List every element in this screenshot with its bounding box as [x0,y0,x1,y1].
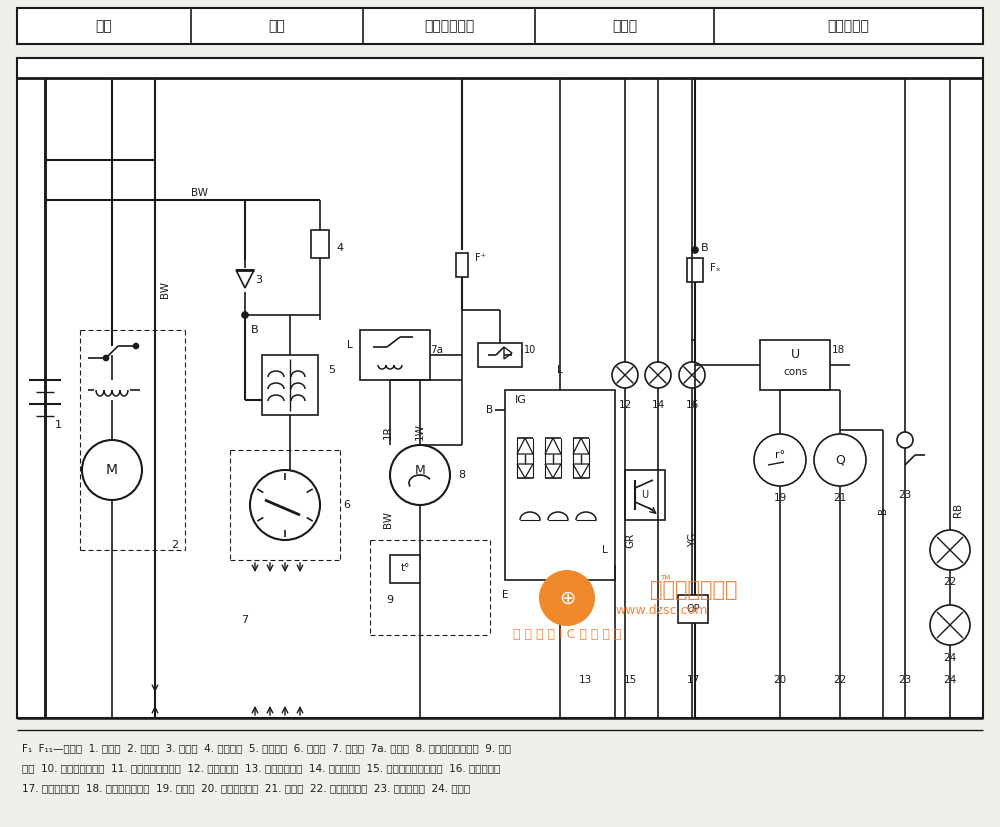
Bar [478,343,522,367]
Text: B: B [486,405,494,415]
Text: BW: BW [160,281,170,299]
Text: Q: Q [835,453,845,466]
Circle shape [692,247,698,253]
Circle shape [930,530,970,570]
Text: 18: 18 [831,345,845,355]
Text: ⊕: ⊕ [559,589,575,608]
Text: 3: 3 [256,275,262,285]
Text: 发动机冷却系: 发动机冷却系 [424,19,474,33]
Circle shape [645,362,671,388]
Text: 发电机: 发电机 [612,19,637,33]
Text: F₁  F₁₁—熔断器  1. 蓄电池  2. 起动机  3. 二极管  4. 附加电阵  5. 点火线圈  6. 分电器  7. 火花塞  7a. 继电器  : F₁ F₁₁—熔断器 1. 蓄电池 2. 起动机 3. 二极管 4. 附加电阵 … [22,743,511,753]
Circle shape [814,434,866,486]
Text: 17. 油压警报开关  18. 仪表电源稳压器  19. 水温表  20. 水温表传感器  21. 燃油表  22. 燃油表传感器  23. 制动灯开关  24: 17. 油压警报开关 18. 仪表电源稳压器 19. 水温表 20. 水温表传感… [22,783,470,793]
Text: 6: 6 [344,500,351,510]
Bar [505,390,615,580]
Circle shape [390,445,450,505]
Text: 22: 22 [833,675,847,685]
Text: 20: 20 [773,675,787,685]
Text: 22: 22 [943,577,957,587]
Text: 16: 16 [685,400,699,410]
Text: 1: 1 [54,420,62,430]
Text: 9: 9 [386,595,394,605]
Text: L: L [557,365,563,375]
Text: B: B [701,243,709,253]
Text: 24: 24 [943,653,957,663]
Text: IG: IG [515,395,527,405]
Text: 24: 24 [943,675,957,685]
Text: F⁺: F⁺ [475,253,485,263]
Bar [760,340,830,390]
Bar [687,258,703,282]
Text: 19: 19 [773,493,787,503]
Text: U: U [790,348,800,361]
Bar [625,470,665,520]
Text: RB: RB [953,503,963,517]
Text: 2: 2 [171,540,179,550]
Text: L: L [602,545,608,555]
Circle shape [242,312,248,318]
Bar [17,58,983,718]
Text: OP: OP [686,604,700,614]
Bar [17,8,983,44]
Bar [262,355,318,415]
Text: Fₓ: Fₓ [710,263,720,273]
Text: 14: 14 [651,400,665,410]
Text: 12: 12 [618,400,632,410]
Circle shape [134,343,138,348]
Text: 15: 15 [623,675,637,685]
Text: 起动: 起动 [96,19,112,33]
Circle shape [679,362,705,388]
Circle shape [897,432,913,448]
Text: 17: 17 [686,675,700,685]
Text: 点火: 点火 [269,19,285,33]
Text: 1W: 1W [415,423,425,441]
Circle shape [250,470,320,540]
Bar [678,595,708,623]
Text: 1R: 1R [383,425,393,439]
Text: 5: 5 [328,365,336,375]
Text: 开关  10. 燃油截断电磁阀  11. 整体式交流发电机  12. 充电指示灯  13. 驻车制动开关  14. 制动警报灯  15. 制动液液位警报开关  : 开关 10. 燃油截断电磁阀 11. 整体式交流发电机 12. 充电指示灯 13… [22,763,500,773]
Text: 仪表和信号: 仪表和信号 [828,19,869,33]
Circle shape [754,434,806,486]
Text: BW: BW [383,512,393,528]
Text: E: E [502,590,508,600]
Text: 7a: 7a [430,345,444,355]
Circle shape [612,362,638,388]
Text: www.dzsc.com: www.dzsc.com [615,604,707,616]
Text: 7: 7 [241,615,249,625]
Text: L: L [347,340,353,350]
Text: M: M [106,463,118,477]
Text: 23: 23 [898,490,912,500]
Text: 23: 23 [898,675,912,685]
Text: 8: 8 [458,470,466,480]
Bar [390,555,420,583]
Text: 13: 13 [578,675,592,685]
Circle shape [539,570,595,626]
Bar [360,330,430,380]
Text: 21: 21 [833,493,847,503]
Text: YG: YG [688,533,698,547]
Text: TM: TM [660,575,670,581]
Text: M: M [415,463,425,476]
Text: B: B [251,325,259,335]
Circle shape [930,605,970,645]
Bar [311,230,329,258]
Circle shape [82,440,142,500]
Text: BW: BW [192,188,208,198]
Text: GR: GR [625,533,635,547]
Text: U: U [641,490,649,500]
Text: t°: t° [400,563,410,573]
Text: r°: r° [775,450,785,460]
Text: 10: 10 [524,345,536,355]
Text: B: B [878,506,888,514]
Text: 全 球 最 大 I C 采 购 网 站: 全 球 最 大 I C 采 购 网 站 [513,629,621,642]
Text: 维库电子市场网: 维库电子市场网 [650,580,738,600]
Bar [456,253,468,277]
Text: 4: 4 [336,243,344,253]
Circle shape [104,356,108,361]
Text: cons: cons [783,367,807,377]
